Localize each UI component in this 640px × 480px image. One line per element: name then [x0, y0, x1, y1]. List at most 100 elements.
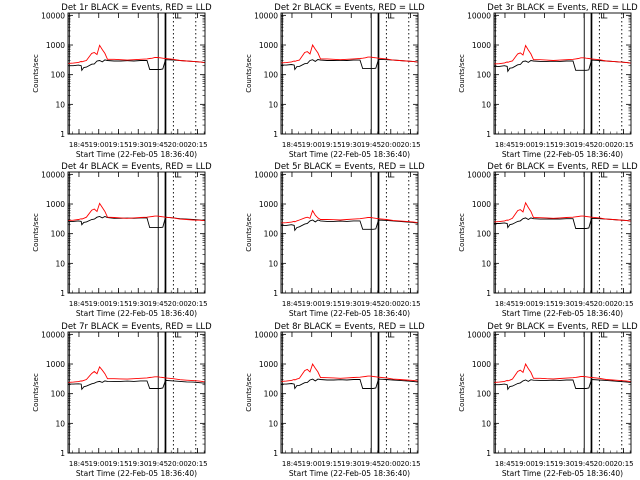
x-tick-label: 20:15 [187, 300, 207, 308]
series-line-events [68, 379, 205, 391]
x-axis-label: Start Time (22-Feb-05 18:36:40) [502, 150, 623, 159]
x-tick-label: 18:45 [282, 300, 302, 308]
series-line-lld [494, 362, 631, 383]
panel-det-5: 1 10 100 1000 10000 18:45 19:00 19:15 19:30 19:45… [245, 162, 425, 318]
series-line-events [281, 219, 418, 232]
x-tick-label: 19:15 [108, 300, 128, 308]
x-tick-label: 19:30 [128, 460, 148, 468]
y-tick-label: 1000 [472, 200, 491, 209]
panel-det-9: 1 10 100 1000 10000 18:45 19:00 19:15 19:30 19:45… [458, 322, 638, 478]
x-tick-label: 18:45 [282, 141, 302, 149]
panel-title: Det 3r BLACK = Events, RED = LLD [487, 3, 638, 13]
panel-title: Det 7r BLACK = Events, RED = LLD [61, 322, 212, 332]
panel-det-7: 1 10 100 1000 10000 18:45 19:00 19:15 19:30 19:45… [32, 322, 212, 478]
y-tick-label: 10000 [254, 11, 278, 20]
x-tick-label: 19:00 [89, 141, 109, 149]
y-tick-label: 100 [264, 230, 279, 239]
y-tick-label: 10 [481, 259, 491, 268]
y-axis-label: Counts/sec [245, 54, 253, 93]
plot-frame [280, 171, 419, 294]
bracket-marker [174, 332, 182, 338]
plot-frame [493, 331, 632, 454]
x-tick-label: 19:30 [554, 141, 574, 149]
bracket-marker [387, 332, 395, 338]
x-tick-label: 19:00 [515, 141, 535, 149]
x-tick-label: 19:15 [321, 141, 341, 149]
y-tick-label: 1 [273, 289, 278, 298]
series-line-lld [68, 366, 205, 383]
bracket-marker [387, 172, 395, 178]
x-tick-label: 20:15 [187, 460, 207, 468]
plot-frame [493, 12, 632, 135]
bracket-marker [387, 13, 395, 19]
x-tick-label: 18:45 [282, 460, 302, 468]
x-tick-label: 18:45 [495, 141, 515, 149]
panel-det-6: 1 10 100 1000 10000 18:45 19:00 19:15 19:30 19:45… [458, 162, 638, 318]
y-axis-label: Counts/sec [32, 213, 40, 252]
x-tick-label: 19:15 [534, 300, 554, 308]
x-tick-label: 20:15 [400, 460, 420, 468]
x-tick-label: 19:00 [89, 460, 109, 468]
y-tick-label: 10000 [254, 330, 278, 339]
y-axis-label: Counts/sec [245, 373, 253, 412]
y-tick-label: 1 [486, 449, 491, 458]
x-tick-label: 18:45 [69, 300, 89, 308]
plot-frame [67, 12, 206, 135]
x-axis-label: Start Time (22-Feb-05 18:36:40) [76, 150, 197, 159]
y-tick-label: 1000 [46, 200, 65, 209]
y-axis-label: Counts/sec [458, 373, 466, 412]
x-tick-label: 20:15 [613, 300, 633, 308]
y-tick-label: 100 [51, 390, 66, 399]
x-tick-label: 19:15 [321, 460, 341, 468]
series-line-lld [281, 362, 418, 382]
x-tick-label: 20:00 [168, 300, 188, 308]
x-tick-label: 19:45 [148, 460, 168, 468]
x-tick-label: 19:15 [534, 141, 554, 149]
panel-title: Det 9r BLACK = Events, RED = LLD [487, 322, 638, 332]
y-tick-label: 1000 [46, 41, 65, 50]
x-tick-label: 20:00 [594, 460, 614, 468]
x-tick-label: 20:00 [168, 460, 188, 468]
plot-frame [67, 171, 206, 294]
x-tick-label: 19:45 [361, 300, 381, 308]
x-axis-label: Start Time (22-Feb-05 18:36:40) [289, 469, 410, 478]
y-tick-label: 10 [55, 259, 65, 268]
x-tick-label: 19:15 [108, 460, 128, 468]
x-axis-label: Start Time (22-Feb-05 18:36:40) [76, 469, 197, 478]
series-line-events [494, 379, 631, 391]
y-tick-label: 10000 [254, 170, 278, 179]
y-tick-label: 100 [264, 390, 279, 399]
x-tick-label: 19:45 [574, 300, 594, 308]
panel-det-3: 1 10 100 1000 10000 18:45 19:00 19:15 19:30 19:45… [458, 3, 638, 159]
y-tick-label: 10000 [41, 170, 65, 179]
x-tick-label: 19:00 [515, 300, 535, 308]
bracket-marker [600, 172, 608, 178]
y-tick-label: 1000 [472, 360, 491, 369]
y-tick-label: 100 [51, 71, 66, 80]
x-tick-label: 20:00 [594, 300, 614, 308]
bracket-marker [174, 13, 182, 19]
series-line-lld [68, 202, 205, 222]
x-tick-label: 19:30 [128, 300, 148, 308]
y-axis-label: Counts/sec [32, 54, 40, 93]
series-line-lld [494, 44, 631, 65]
x-axis-label: Start Time (22-Feb-05 18:36:40) [289, 150, 410, 159]
x-tick-label: 20:00 [168, 141, 188, 149]
x-tick-label: 19:15 [534, 460, 554, 468]
panel-det-4: 1 10 100 1000 10000 18:45 19:00 19:15 19:30 19:45… [32, 162, 212, 318]
x-tick-label: 20:15 [187, 141, 207, 149]
y-tick-label: 10000 [41, 11, 65, 20]
x-tick-label: 19:45 [361, 460, 381, 468]
series-line-lld [494, 201, 631, 223]
panel-title: Det 4r BLACK = Events, RED = LLD [61, 162, 212, 172]
series-line-events [281, 58, 418, 71]
x-tick-label: 19:15 [321, 300, 341, 308]
y-tick-label: 10 [268, 419, 278, 428]
y-tick-label: 100 [477, 390, 492, 399]
series-line-events [494, 217, 631, 229]
panel-title: Det 6r BLACK = Events, RED = LLD [487, 162, 638, 172]
x-tick-label: 19:15 [108, 141, 128, 149]
x-axis-label: Start Time (22-Feb-05 18:36:40) [502, 469, 623, 478]
y-tick-label: 1 [60, 289, 65, 298]
